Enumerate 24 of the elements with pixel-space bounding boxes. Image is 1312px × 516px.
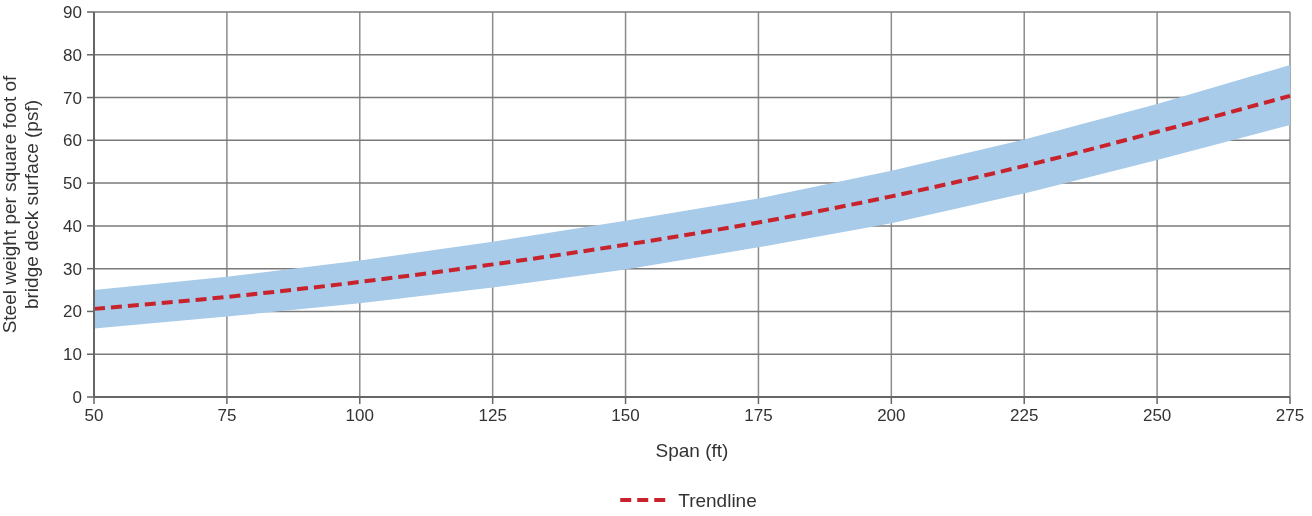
x-tick-label: 125 bbox=[478, 406, 507, 425]
x-tick-label: 75 bbox=[217, 406, 237, 425]
x-tick-label: 50 bbox=[84, 406, 104, 425]
y-tick-label: 20 bbox=[63, 302, 82, 322]
x-axis-title: Span (ft) bbox=[655, 440, 729, 461]
y-tick-label: 30 bbox=[63, 259, 82, 279]
x-tick-label: 100 bbox=[345, 406, 374, 425]
legend-label: Trendline bbox=[678, 489, 757, 511]
y-tick-label: 80 bbox=[63, 45, 82, 65]
y-tick-label: 40 bbox=[63, 216, 82, 236]
x-tick-label: 225 bbox=[1010, 406, 1039, 425]
x-tick-label: 250 bbox=[1142, 406, 1172, 425]
x-tick-label: 175 bbox=[744, 406, 773, 425]
y-tick-label: 50 bbox=[63, 174, 82, 194]
y-tick-label: 10 bbox=[63, 345, 82, 365]
x-tick-label: 200 bbox=[877, 406, 906, 425]
y-tick-label: 0 bbox=[72, 387, 82, 407]
line-series bbox=[92, 93, 1292, 311]
y-axis-title: Steel weight per square foot of bridge deck surface (psf) bbox=[0, 74, 42, 334]
y-tick-label: 60 bbox=[63, 131, 82, 151]
y-tick-label: 90 bbox=[63, 2, 82, 22]
x-tick-label: 150 bbox=[611, 406, 640, 425]
y-tick-label: 70 bbox=[63, 88, 82, 108]
x-tick-label: 275 bbox=[1275, 406, 1305, 425]
